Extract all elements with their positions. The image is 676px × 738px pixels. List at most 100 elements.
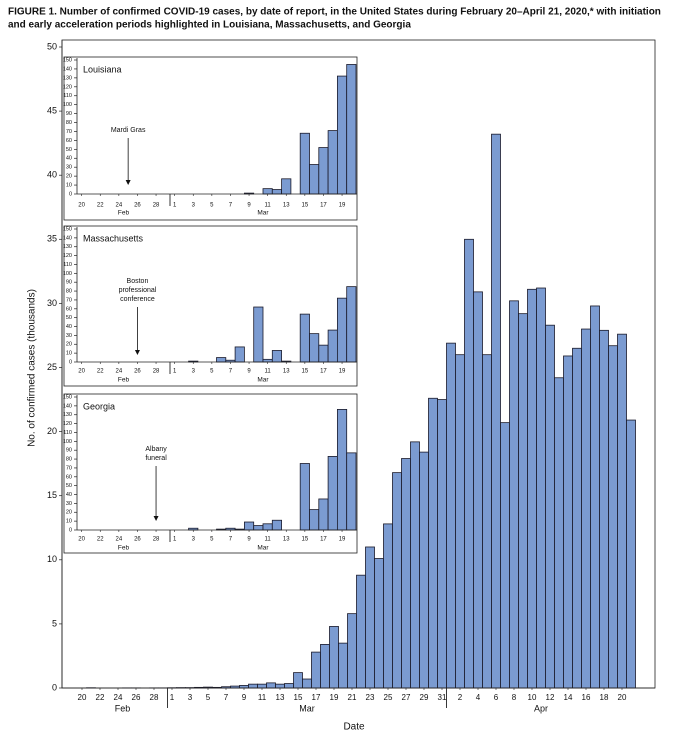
y-tick-label: 60: [66, 138, 72, 144]
x-tick-label: 20: [78, 537, 85, 543]
x-tick-label: 1: [170, 693, 175, 702]
bar: [608, 345, 618, 689]
bar: [248, 683, 258, 689]
bar: [401, 458, 411, 689]
x-tick-label: 5: [210, 369, 214, 375]
bar: [446, 342, 456, 689]
y-tick-label: 100: [63, 102, 72, 108]
y-tick-label: 80: [66, 289, 72, 295]
y-tick-label: 100: [63, 271, 72, 277]
y-tick-label: 20: [47, 426, 57, 436]
bar: [428, 397, 438, 689]
bar: [347, 613, 357, 689]
y-tick-label: 10: [66, 351, 72, 357]
bar: [216, 357, 227, 363]
x-tick-label: 15: [294, 693, 303, 702]
bar: [365, 546, 375, 689]
inset-frame: [63, 56, 358, 221]
x-tick-label: 11: [265, 203, 272, 209]
x-tick-label: 26: [134, 203, 141, 209]
x-tick-label: 7: [229, 537, 233, 543]
bar: [309, 509, 320, 531]
x-tick-label: 15: [302, 203, 309, 209]
y-tick-label: 120: [63, 84, 72, 90]
y-tick-label: 140: [63, 66, 72, 72]
bar: [437, 399, 447, 689]
bar: [336, 297, 348, 363]
y-tick-label: 120: [63, 421, 72, 427]
y-tick-label: 80: [66, 457, 72, 463]
x-tick-label: 3: [192, 537, 196, 543]
annotation: Mardi Gras: [111, 127, 146, 134]
x-tick-label: 20: [618, 693, 627, 702]
bar: [392, 472, 402, 689]
x-tick-label: 26: [132, 693, 141, 702]
y-tick-label: 110: [63, 93, 72, 99]
y-tick-label: 90: [66, 448, 72, 454]
y-tick-label: 150: [63, 394, 72, 400]
y-tick-label: 0: [69, 527, 72, 533]
x-tick-label: 3: [192, 369, 196, 375]
x-tick-label: 28: [150, 693, 159, 702]
x-tick-label: 7: [229, 369, 233, 375]
bar: [309, 164, 320, 195]
y-tick-label: 0: [52, 682, 57, 692]
y-tick-label: 60: [66, 306, 72, 312]
bar: [320, 644, 330, 689]
x-tick-label: 14: [564, 693, 573, 702]
x-tick-label: 20: [78, 369, 85, 375]
y-tick-label: 110: [63, 262, 72, 268]
x-tick-label: 17: [312, 693, 321, 702]
x-tick-label: 15: [302, 369, 309, 375]
y-tick-label: 40: [66, 324, 72, 330]
y-tick-label: 30: [66, 333, 72, 339]
bar: [327, 130, 338, 195]
bar: [275, 683, 285, 689]
bar: [545, 324, 555, 689]
y-tick-label: 100: [63, 439, 72, 445]
bar: [318, 147, 329, 195]
month-label: Mar: [257, 545, 269, 552]
bar: [271, 189, 282, 195]
annotation-arrowhead: [153, 516, 159, 521]
bar: [617, 333, 627, 689]
y-tick-label: 130: [63, 75, 72, 81]
x-tick-label: 11: [258, 693, 267, 702]
bar: [482, 354, 492, 689]
x-tick-label: 24: [116, 369, 123, 375]
x-tick-label: 5: [210, 203, 214, 209]
bar: [336, 409, 348, 531]
bar: [473, 291, 483, 689]
x-tick-label: 11: [265, 537, 272, 543]
bar: [374, 558, 384, 689]
y-tick-label: 0: [69, 191, 72, 197]
x-tick-label: 22: [97, 537, 104, 543]
y-tick-label: 140: [63, 235, 72, 241]
y-tick-label: 30: [47, 298, 57, 308]
x-tick-label: 9: [247, 203, 251, 209]
bar: [266, 682, 276, 689]
y-tick-label: 25: [47, 362, 57, 372]
x-tick-label: 28: [153, 203, 160, 209]
chart-title: and early acceleration periods highlight…: [8, 20, 411, 31]
x-tick-label: 19: [339, 369, 346, 375]
bar: [599, 329, 609, 689]
x-tick-label: 1: [173, 203, 177, 209]
y-tick-label: 10: [47, 554, 57, 564]
x-tick-label: 19: [339, 537, 346, 543]
y-tick-label: 50: [47, 41, 57, 51]
y-tick-label: 45: [47, 105, 57, 115]
y-tick-label: 15: [47, 490, 57, 500]
x-tick-label: 26: [134, 537, 141, 543]
bar: [356, 574, 366, 689]
x-tick-label: 26: [134, 369, 141, 375]
y-tick-label: 60: [66, 474, 72, 480]
x-tick-label: 25: [384, 693, 393, 702]
y-tick-label: 90: [66, 280, 72, 286]
annotation: professional: [119, 287, 157, 294]
bar: [253, 525, 264, 531]
month-label: Feb: [118, 210, 130, 217]
bar: [281, 178, 292, 195]
x-tick-label: 7: [224, 693, 229, 702]
